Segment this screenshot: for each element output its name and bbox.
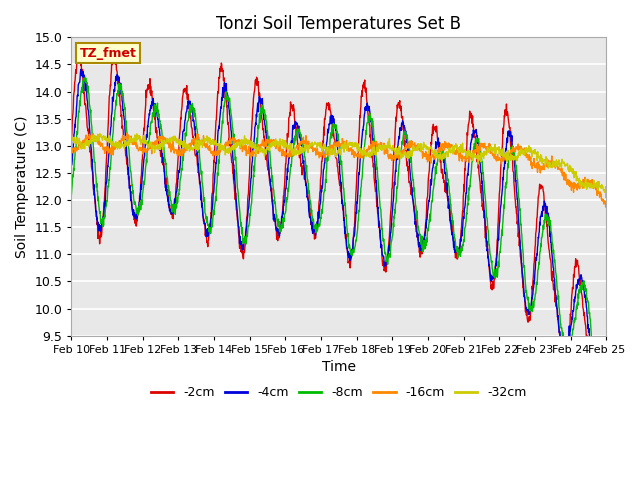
X-axis label: Time: Time <box>322 360 356 374</box>
-4cm <box>306 214 314 219</box>
-32cm <box>131 132 139 138</box>
-2cm <box>68 136 76 142</box>
-4cm <box>295 123 303 129</box>
-4cm <box>131 212 139 217</box>
-8cm <box>306 196 314 202</box>
-32cm <box>109 143 117 148</box>
Line: -8cm: -8cm <box>72 78 606 426</box>
-32cm <box>68 137 76 143</box>
-16cm <box>316 152 323 158</box>
-16cm <box>123 130 131 136</box>
-8cm <box>131 199 139 204</box>
-4cm <box>316 208 323 214</box>
-32cm <box>316 144 323 150</box>
-2cm <box>295 146 303 152</box>
-32cm <box>372 148 380 154</box>
-4cm <box>77 67 85 72</box>
-8cm <box>372 155 380 161</box>
-32cm <box>306 142 314 147</box>
Line: -2cm: -2cm <box>72 50 606 444</box>
-16cm <box>131 139 139 145</box>
-16cm <box>109 144 116 149</box>
-2cm <box>306 215 314 221</box>
-16cm <box>306 143 314 149</box>
-16cm <box>295 141 303 147</box>
-4cm <box>68 162 76 168</box>
-4cm <box>597 428 605 434</box>
-8cm <box>295 126 303 132</box>
-8cm <box>82 75 90 81</box>
-2cm <box>75 47 83 53</box>
Title: Tonzi Soil Temperatures Set B: Tonzi Soil Temperatures Set B <box>216 15 461 33</box>
-2cm <box>598 441 605 447</box>
-2cm <box>372 189 380 195</box>
-4cm <box>372 178 380 183</box>
Y-axis label: Soil Temperature (C): Soil Temperature (C) <box>15 115 29 258</box>
Line: -16cm: -16cm <box>72 133 606 207</box>
-8cm <box>109 129 117 135</box>
Legend: -2cm, -4cm, -8cm, -16cm, -32cm: -2cm, -4cm, -8cm, -16cm, -32cm <box>146 381 532 404</box>
-8cm <box>316 223 323 229</box>
-2cm <box>109 59 117 65</box>
-32cm <box>602 190 610 195</box>
-32cm <box>96 131 104 137</box>
Line: -32cm: -32cm <box>72 134 606 198</box>
-16cm <box>602 204 610 210</box>
-16cm <box>372 142 380 147</box>
-8cm <box>602 415 610 420</box>
-2cm <box>316 196 323 202</box>
-2cm <box>131 220 139 226</box>
-8cm <box>600 423 607 429</box>
-2cm <box>602 380 610 385</box>
-8cm <box>68 192 76 197</box>
Text: TZ_fmet: TZ_fmet <box>79 47 136 60</box>
-32cm <box>295 152 303 157</box>
-4cm <box>109 98 117 104</box>
Line: -4cm: -4cm <box>72 70 606 431</box>
-4cm <box>602 396 610 402</box>
-16cm <box>68 148 76 154</box>
-32cm <box>602 195 610 201</box>
